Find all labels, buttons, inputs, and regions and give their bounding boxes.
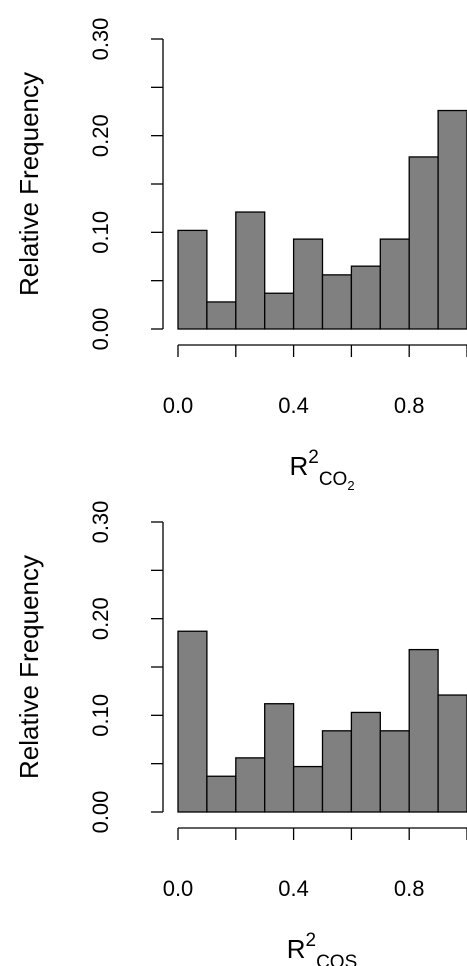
- bar: [321, 730, 353, 813]
- y-tick-label: 0.00: [88, 791, 113, 834]
- x-label-sup: 2: [308, 447, 319, 468]
- x-tick-label: 0.8: [394, 393, 425, 418]
- x-label-sub: COS: [316, 952, 357, 966]
- x-label-sub-sub: 2: [347, 478, 354, 493]
- y-tick-label: 0.30: [88, 18, 113, 61]
- bar: [264, 292, 295, 330]
- bar: [292, 238, 324, 330]
- bar: [379, 238, 410, 330]
- bar: [350, 711, 381, 813]
- x-tick-label: 0.0: [163, 876, 194, 901]
- bar: [408, 648, 439, 813]
- bar: [292, 765, 324, 813]
- y-tick-label: 0.10: [88, 694, 113, 737]
- bar: [177, 229, 208, 330]
- y-tick-label: 0.30: [88, 501, 113, 544]
- x-label-sub: CO: [319, 469, 348, 490]
- bar: [177, 630, 208, 813]
- y-tick-label: 0.00: [88, 308, 113, 351]
- bar: [264, 703, 295, 813]
- bar: [437, 109, 467, 330]
- bar: [321, 274, 353, 330]
- bar: [379, 730, 410, 813]
- x-label-sup: 2: [306, 930, 317, 951]
- bar: [206, 301, 237, 330]
- x-label-main: R: [287, 934, 306, 964]
- x-axis-label: R2CO2: [289, 447, 354, 493]
- x-tick-label: 0.0: [163, 393, 194, 418]
- bar: [408, 156, 439, 330]
- x-tick-label: 0.8: [394, 876, 425, 901]
- bar: [235, 211, 266, 330]
- y-tick-label: 0.10: [88, 211, 113, 254]
- y-axis-label: Relative Frequency: [14, 72, 44, 296]
- y-tick-label: 0.20: [88, 597, 113, 640]
- bar: [206, 775, 237, 813]
- x-tick-label: 0.4: [278, 393, 309, 418]
- y-axis-label: Relative Frequency: [14, 555, 44, 779]
- x-label-main: R: [289, 451, 308, 481]
- bar: [235, 757, 266, 813]
- x-axis-label: R2COS: [287, 930, 358, 966]
- x-tick-label: 0.4: [278, 876, 309, 901]
- bar: [350, 265, 381, 330]
- y-tick-label: 0.20: [88, 114, 113, 157]
- bar: [437, 694, 467, 813]
